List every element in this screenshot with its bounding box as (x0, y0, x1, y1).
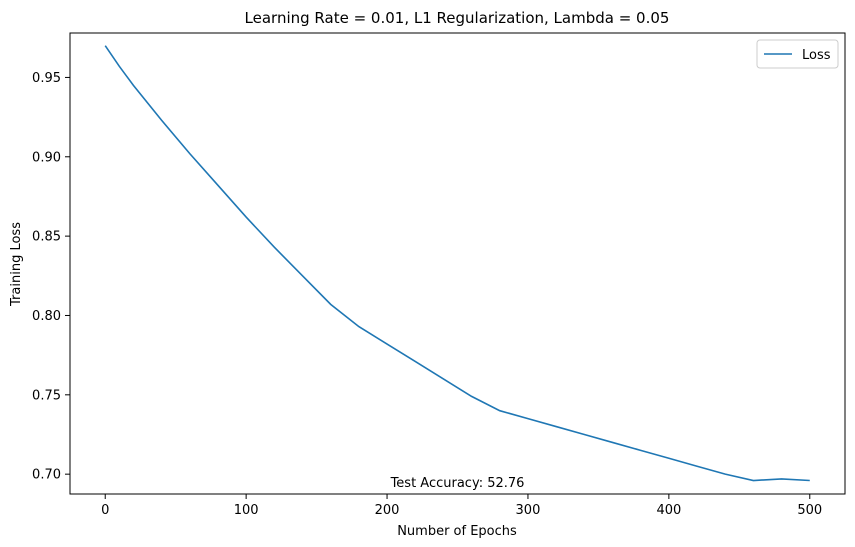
plot-area (69, 32, 846, 495)
x-tick-label: 0 (101, 503, 109, 518)
x-tick-label: 100 (234, 503, 259, 518)
y-tick-label: 0.75 (32, 388, 61, 403)
y-tick-label: 0.95 (32, 71, 61, 86)
test-accuracy-annotation: Test Accuracy: 52.76 (390, 476, 525, 491)
x-tick-label: 200 (375, 503, 400, 518)
x-tick-label: 300 (516, 503, 541, 518)
legend-label-loss: Loss (802, 48, 831, 63)
y-axis-label: Training Loss (9, 222, 24, 307)
y-tick-label: 0.70 (32, 468, 61, 483)
y-tick-label: 0.85 (32, 230, 61, 245)
x-axis: 0 100 200 300 400 500 (101, 494, 822, 518)
x-tick-label: 400 (656, 503, 681, 518)
x-axis-label: Number of Epochs (397, 524, 517, 539)
x-tick-label: 500 (797, 503, 822, 518)
chart-title: Learning Rate = 0.01, L1 Regularization,… (245, 9, 670, 27)
y-tick-label: 0.90 (32, 150, 61, 165)
legend: Loss (756, 39, 839, 69)
y-axis: 0.70 0.75 0.80 0.85 0.90 0.95 (32, 71, 70, 483)
loss-series-line (104, 45, 810, 482)
y-tick-label: 0.80 (32, 309, 61, 324)
legend-box (756, 39, 839, 69)
